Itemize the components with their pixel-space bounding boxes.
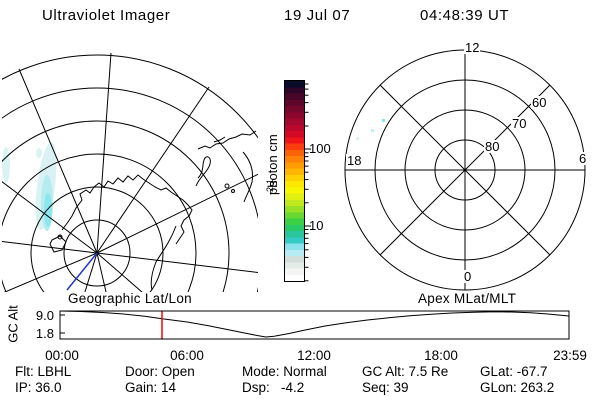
page-title: Ultraviolet Imager (42, 7, 171, 24)
map-meridians (2, 52, 258, 292)
gc-alt-plot (59, 310, 570, 340)
polar-mlt-12-label: 12 (464, 40, 481, 55)
header-date: 19 Jul 07 (284, 7, 351, 24)
map-coastline (49, 130, 257, 291)
gc-alt-xtick-0000: 00:00 (45, 348, 79, 363)
colorbar-tick-10: 10 (309, 218, 324, 233)
status-dsp: Dsp: -4.2 (242, 380, 305, 395)
gc-alt-curve (59, 310, 569, 338)
status-gain: Gain: 14 (125, 380, 177, 395)
polar-mlat-60-label: 60 (531, 95, 548, 110)
polar-aurora-specks (356, 119, 385, 140)
status-flt: Flt: LBHL (15, 364, 72, 379)
colorbar (284, 80, 305, 282)
gc-alt-ytick-1-8: 1.8 (35, 326, 54, 341)
gc-alt-xtick-1200: 12:00 (297, 348, 331, 363)
gc-alt-xtick-1800: 18:00 (424, 348, 458, 363)
map-aurora-emission (2, 142, 57, 231)
header-time: 04:48:39 UT (420, 7, 510, 24)
polar-mlt-0-label: 0 (463, 269, 473, 284)
colorbar-tick-100: 100 (309, 141, 331, 156)
map-orbit-track (66, 252, 98, 291)
status-glat: GLat: -67.7 (480, 364, 548, 379)
status-ip: IP: 36.0 (15, 380, 62, 395)
map-caption: Geographic Lat/Lon (68, 291, 192, 306)
colorbar-unit-label: photon cm -2 s -1 (264, 134, 280, 196)
status-seq: Seq: 39 (362, 380, 409, 395)
status-mode: Mode: Normal (242, 364, 327, 379)
status-glon: GLon: 263.2 (480, 380, 555, 395)
gc-alt-xtick-2359: 23:59 (553, 348, 587, 363)
polar-mlt-18-label: 18 (346, 153, 363, 168)
polar-caption: Apex MLat/MLT (418, 291, 517, 306)
colorbar-ticks (305, 83, 311, 282)
gc-alt-ylabel: GC Alt (5, 305, 21, 343)
polar-mlt-6-label: 6 (578, 151, 588, 166)
status-gc-alt: GC Alt: 7.5 Re (362, 364, 449, 379)
geographic-map (2, 52, 258, 292)
gc-alt-ytick-9: 9.0 (35, 308, 54, 323)
apex-polar-plot (344, 49, 586, 291)
polar-mlat-70-label: 70 (511, 116, 528, 131)
polar-mlat-80-label: 80 (484, 139, 501, 154)
gc-alt-plot-frame (59, 310, 570, 340)
gc-alt-xtick-0600: 06:00 (170, 348, 204, 363)
map-latitude-circles (2, 54, 258, 292)
status-door: Door: Open (125, 364, 195, 379)
polar-mlt-spokes (345, 50, 585, 290)
